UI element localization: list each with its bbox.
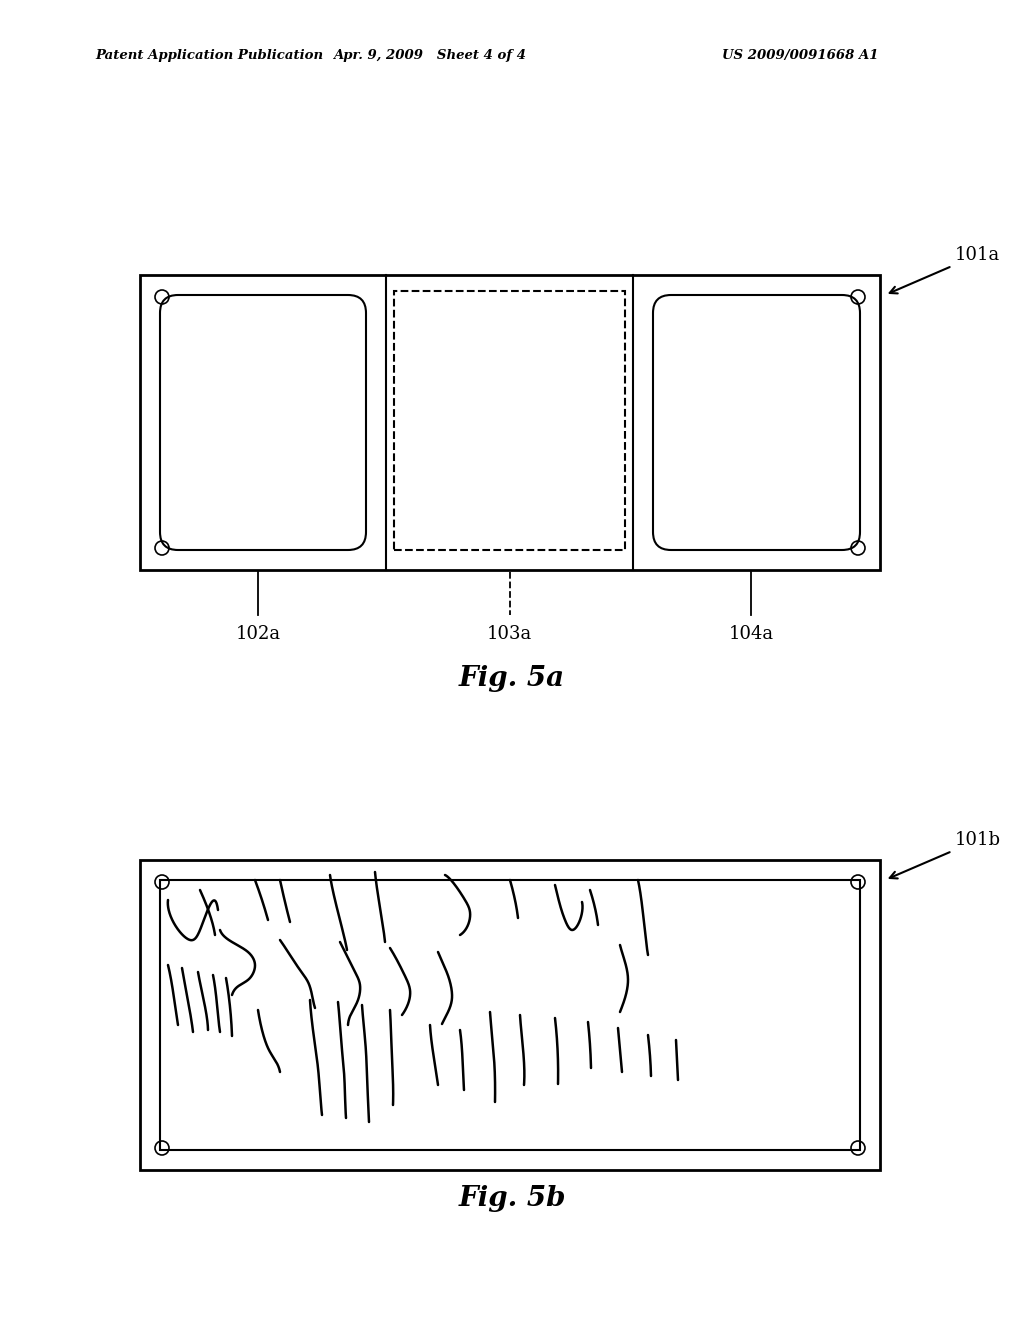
Text: Fig. 5b: Fig. 5b [459,1185,565,1212]
Bar [394,290,625,550]
Text: 104a: 104a [729,624,774,643]
Bar [160,880,860,1150]
Text: Fig. 5a: Fig. 5a [459,665,565,692]
Text: Apr. 9, 2009   Sheet 4 of 4: Apr. 9, 2009 Sheet 4 of 4 [334,49,526,62]
Bar [140,861,880,1170]
Text: 101b: 101b [890,832,1001,878]
Text: US 2009/0091668 A1: US 2009/0091668 A1 [722,49,879,62]
Text: Patent Application Publication: Patent Application Publication [95,49,324,62]
Text: 102a: 102a [236,624,281,643]
Text: 101a: 101a [890,246,1000,293]
Bar [140,275,880,570]
Text: 103a: 103a [486,624,532,643]
